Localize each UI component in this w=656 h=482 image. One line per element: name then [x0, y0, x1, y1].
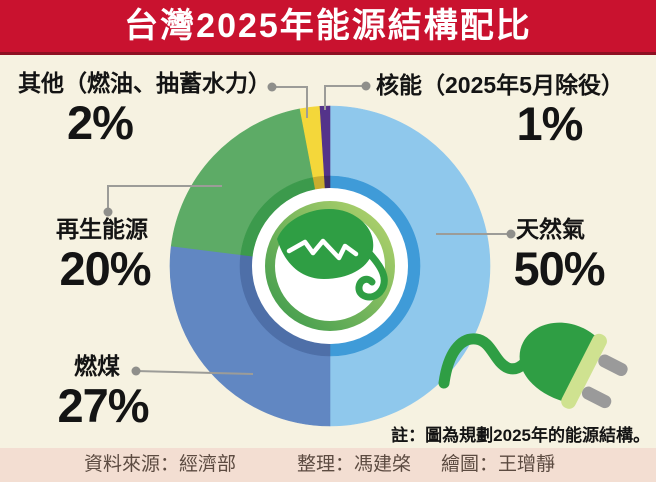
- callout-dot-nuclear: [361, 81, 371, 91]
- label-coal: 燃煤: [74, 353, 120, 379]
- page-title: 台灣2025年能源結構配比: [124, 7, 532, 45]
- callout-line-renewables: [107, 185, 222, 212]
- footer-graphics: 繪圖：王璔靜: [441, 454, 556, 475]
- pct-gas: 50%: [513, 242, 605, 295]
- label-gas: 天然氣: [516, 216, 585, 242]
- label-renewables: 再生能源: [56, 216, 148, 242]
- callout-line-coal: [135, 370, 254, 375]
- label-nuclear: 核能（2025年5月除役）: [376, 72, 624, 98]
- callout-dot-coal: [131, 366, 141, 376]
- footer-credits: 資料來源：經濟部 整理：馮建棨 繪圖：王璔靜: [0, 448, 656, 482]
- label-others: 其他（燃油、抽蓄水力）: [18, 70, 271, 96]
- callout-line-nuclear: [324, 85, 366, 110]
- callout-dot-others: [267, 82, 277, 92]
- pct-nuclear: 1%: [516, 97, 584, 150]
- callout-dot-renewables: [103, 207, 113, 217]
- footer-source: 資料來源：經濟部: [84, 454, 237, 475]
- title-banner: 台灣2025年能源結構配比: [0, 0, 656, 55]
- chart-note: 註：圖為規劃2025年的能源結構。: [391, 426, 650, 445]
- pct-coal: 27%: [57, 379, 149, 432]
- footer-editor: 整理：馮建棨: [297, 454, 412, 475]
- pct-others: 2%: [67, 96, 134, 149]
- callout-dot-gas: [506, 229, 516, 239]
- pct-renewables: 20%: [59, 242, 151, 295]
- callout-line-others: [272, 86, 308, 118]
